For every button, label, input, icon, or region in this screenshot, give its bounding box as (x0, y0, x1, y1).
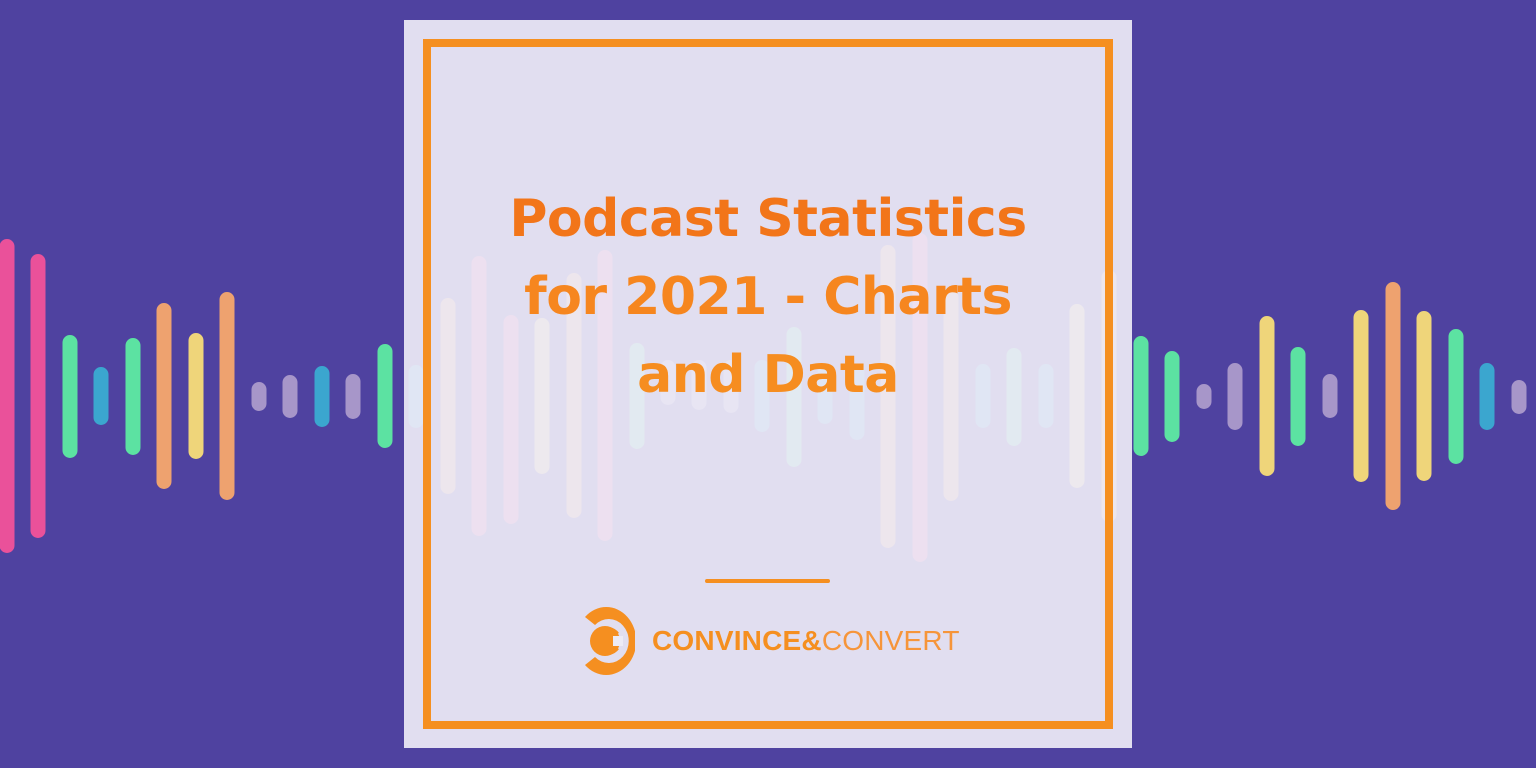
soundwave-bar (1479, 363, 1495, 430)
soundwave-bar (1448, 329, 1464, 464)
soundwave-bar (1385, 282, 1401, 510)
soundwave-bar (377, 344, 393, 448)
soundwave-bar (188, 333, 204, 459)
soundwave-bar (1133, 336, 1149, 456)
brand-logo: CONVINCE&CONVERT (575, 605, 960, 677)
divider-line (705, 579, 830, 583)
convince-and-convert-logo-icon (585, 607, 635, 675)
soundwave-bar (1164, 351, 1180, 442)
soundwave-bar (1511, 380, 1527, 414)
soundwave-bar (314, 366, 330, 427)
soundwave-bar (1322, 374, 1338, 418)
brand-name-light: CONVERT (821, 625, 960, 656)
soundwave-bar (251, 382, 267, 411)
soundwave-bar (1227, 363, 1243, 430)
soundwave-bar (30, 254, 46, 538)
soundwave-bar (62, 335, 78, 458)
soundwave-bar (345, 374, 361, 419)
brand-name-bold: CONVINCE& (652, 625, 822, 656)
title-line-3: and Data (637, 345, 899, 405)
soundwave-bar (156, 303, 172, 489)
soundwave-bar (1259, 316, 1275, 476)
title-line-2: for 2021 - Charts (524, 267, 1012, 327)
soundwave-bar (0, 239, 15, 553)
soundwave-bar (282, 375, 298, 418)
soundwave-bar (93, 367, 109, 425)
soundwave-bar (1290, 347, 1306, 446)
soundwave-bar (1196, 384, 1212, 409)
title-card: Podcast Statistics for 2021 - Charts and… (404, 20, 1132, 748)
soundwave-bar (1416, 311, 1432, 481)
brand-name: CONVINCE&CONVERT (652, 625, 960, 657)
page-title: Podcast Statistics for 2021 - Charts and… (404, 180, 1132, 414)
soundwave-bar (125, 338, 141, 455)
soundwave-bar (1353, 310, 1369, 482)
soundwave-bar (219, 292, 235, 500)
title-line-1: Podcast Statistics (509, 189, 1027, 249)
orange-frame (423, 39, 1113, 729)
